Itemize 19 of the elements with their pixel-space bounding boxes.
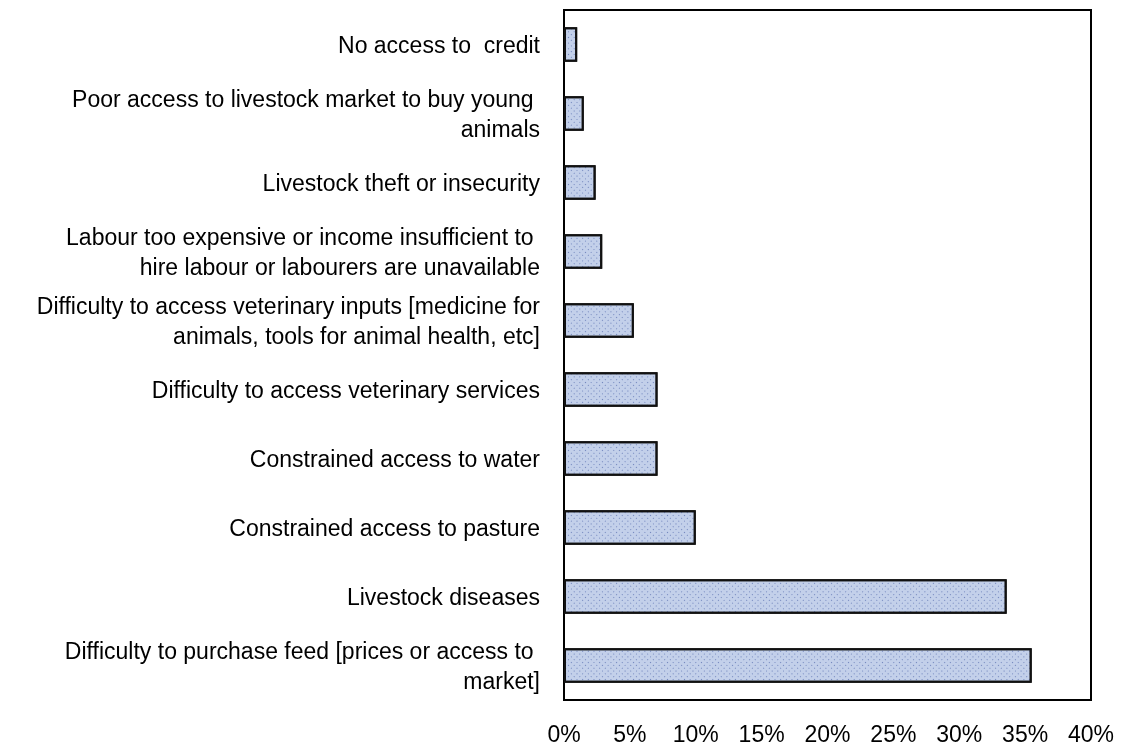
y-tick-label: Difficulty to purchase feed [prices or access to market] [64, 637, 540, 694]
x-tick-label: 35% [1002, 720, 1049, 747]
x-tick-label: 30% [936, 720, 983, 747]
y-tick-label: Livestock diseases [346, 583, 540, 610]
x-tick-label: 0% [547, 720, 581, 747]
y-tick-label: Constrained access to pasture [229, 514, 540, 541]
y-tick-label: Livestock theft or insecurity [262, 169, 541, 196]
x-tick-label: 10% [672, 720, 719, 747]
x-tick-label: 40% [1067, 720, 1115, 747]
y-tick-label: Poor access to livestock market to buy young animals [72, 85, 540, 142]
y-tick-label: Difficulty to access veterinary services [151, 376, 540, 403]
x-tick-label: 20% [804, 720, 851, 747]
y-tick-label: Labour too expensive or income insufficient to hire labour or labourers are unavailable [66, 223, 540, 280]
x-tick-label: 5% [613, 720, 647, 747]
x-tick-label: 15% [738, 720, 785, 747]
y-tick-label: Difficulty to access veterinary inputs [medicine for animals, tools for animal health, etc] [36, 292, 541, 349]
x-tick-label: 25% [870, 720, 917, 747]
y-tick-label: Constrained access to water [249, 445, 541, 472]
y-tick-label: No access to credit [338, 31, 541, 58]
